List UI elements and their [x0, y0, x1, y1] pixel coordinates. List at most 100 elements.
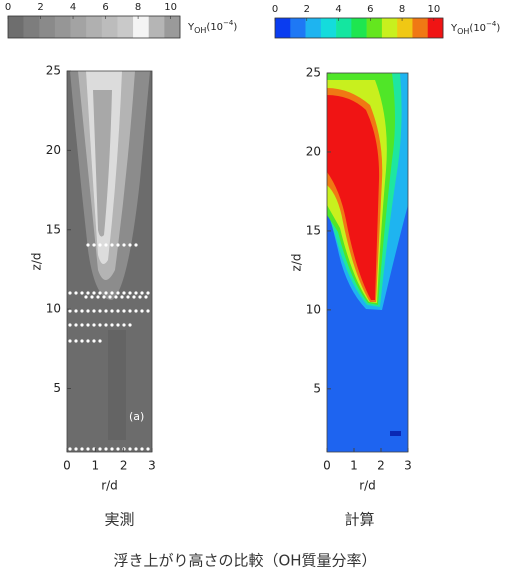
measurement-point [134, 243, 138, 247]
measurement-point [104, 309, 108, 313]
y-tick-label: 20 [46, 143, 61, 157]
measurement-point [116, 291, 120, 295]
measurement-point [132, 295, 136, 299]
colorbar-tick-label: 10 [164, 2, 177, 13]
measurement-point [110, 309, 114, 313]
colorbar-segment [70, 16, 87, 38]
measurement-point [114, 295, 118, 299]
measurement-point [98, 243, 102, 247]
measurement-point [86, 309, 90, 313]
x-tick-label: 2 [120, 459, 128, 473]
y-tick-label: 10 [46, 302, 61, 316]
measurement-point [92, 323, 96, 327]
measurement-point [96, 295, 100, 299]
y-tick-label: 25 [46, 64, 61, 78]
colorbar-frame [7, 15, 181, 39]
colorbar-tick-label: 8 [135, 2, 141, 13]
colorbar-label-part: ) [496, 23, 500, 34]
measurement-point [104, 243, 108, 247]
colorbar-tick-label: 6 [102, 2, 108, 13]
colorbar-segment [8, 16, 24, 38]
measurement-point [116, 323, 120, 327]
measurement-point [86, 291, 90, 295]
measurement-point [122, 291, 126, 295]
measurement-point [98, 323, 102, 327]
colorbar-segment [133, 16, 150, 38]
colorbar-label-part: −4 [223, 19, 234, 27]
measurement-point [128, 291, 132, 295]
measurement-point [116, 243, 120, 247]
y-axis-label: z/d [290, 254, 304, 272]
measurement-point [120, 295, 124, 299]
y-tick-label: 15 [306, 223, 321, 237]
measurement-point [68, 447, 72, 451]
colorbar-tick-label: 2 [304, 4, 310, 15]
measurement-point [92, 339, 96, 343]
measurement-point [126, 295, 130, 299]
x-tick-label: 0 [323, 459, 331, 473]
colorbar-label-part: ) [233, 22, 237, 33]
measurement-point [74, 447, 78, 451]
measurement-point [140, 291, 144, 295]
colorbar-tick-label: 4 [335, 4, 341, 15]
colorbar-label-part: −4 [486, 20, 497, 28]
x-tick-label: 3 [148, 459, 156, 473]
x-axis-label: r/d [359, 479, 376, 493]
panel-caption: 計算 [344, 511, 374, 529]
measurement-point [128, 447, 132, 451]
colorbar-segment [381, 18, 398, 38]
colorbar-label-part: Y [450, 23, 458, 34]
measurement-point [68, 323, 72, 327]
measurement-point [80, 447, 84, 451]
measurement-point [116, 447, 120, 451]
y-tick-label: 5 [53, 381, 61, 395]
measurement-point [74, 323, 78, 327]
y-tick-label: 15 [46, 222, 61, 236]
colorbar-frame [274, 17, 444, 39]
measurement-point [98, 291, 102, 295]
colorbar-label-part: (10 [469, 23, 486, 34]
measurement-point [86, 323, 90, 327]
y-tick-label: 10 [306, 302, 321, 316]
measurement-point [80, 339, 84, 343]
plot-frame [66, 70, 153, 453]
measurement-point [86, 339, 90, 343]
measurement-point [90, 295, 94, 299]
measurement-point [80, 309, 84, 313]
y-tick-label: 25 [306, 66, 321, 80]
colorbar-segment [336, 18, 352, 38]
measurement-point [68, 339, 72, 343]
measurement-point [68, 291, 72, 295]
y-tick-label: 20 [306, 144, 321, 158]
measurement-point [122, 323, 126, 327]
measurement-point [138, 295, 142, 299]
measurement-point [98, 447, 102, 451]
colorbar-label: YOH(10−4) [187, 19, 237, 35]
measurement-point [128, 309, 132, 313]
measurement-point [68, 309, 72, 313]
colorbar-tick-label: 10 [427, 4, 440, 15]
colorbar-segment [23, 16, 40, 38]
colorbar-segment [86, 16, 103, 38]
measurement-point [110, 447, 114, 451]
measurement-point [134, 309, 138, 313]
measurement-point [144, 295, 148, 299]
colorbar-label: YOH(10−4) [450, 20, 500, 36]
colorbar-segment [412, 18, 429, 38]
colorbar-tick-label: 0 [272, 4, 278, 15]
measurement-point [104, 447, 108, 451]
colorbar-segment [366, 18, 383, 38]
colorbar-label-part: (10 [206, 22, 223, 33]
measurement-point [86, 243, 90, 247]
colorbar-segment [397, 18, 413, 38]
measurement-point [74, 291, 78, 295]
x-axis-label: r/d [101, 479, 118, 493]
measurement-point [110, 243, 114, 247]
measurement-point [80, 323, 84, 327]
measurement-point [92, 309, 96, 313]
colorbar-segment [164, 16, 181, 38]
colorbar-segment [275, 18, 291, 38]
figure-caption: 浮き上がり高さの比較（OH質量分率） [113, 552, 376, 570]
colorbar-segment [101, 16, 118, 38]
